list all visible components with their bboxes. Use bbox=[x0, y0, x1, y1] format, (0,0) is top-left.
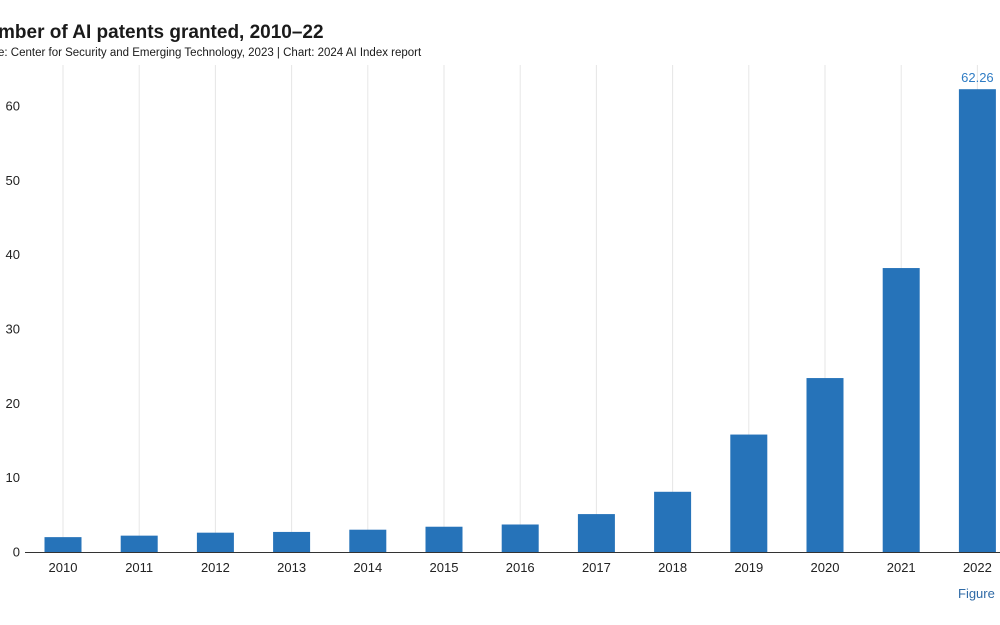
x-tick-label-2011: 2011 bbox=[125, 560, 153, 575]
y-tick-label: 40 bbox=[6, 247, 20, 262]
x-tick-label-2014: 2014 bbox=[353, 560, 382, 575]
x-tick-label-2018: 2018 bbox=[658, 560, 687, 575]
bar-2010 bbox=[44, 537, 82, 552]
bar-2020 bbox=[806, 378, 844, 552]
chart-title: mber of AI patents granted, 2010–22 bbox=[0, 22, 324, 43]
x-tick-label-2022: 2022 bbox=[963, 560, 992, 575]
bar-2018 bbox=[654, 491, 692, 552]
x-tick-label-2021: 2021 bbox=[887, 560, 916, 575]
chart-source: e: Center for Security and Emerging Tech… bbox=[0, 47, 422, 59]
data-label-2022: 62.26 bbox=[961, 70, 994, 85]
x-tick-label-2017: 2017 bbox=[582, 560, 611, 575]
gridlines bbox=[62, 65, 978, 552]
bar-2021 bbox=[882, 268, 920, 552]
bar-2013 bbox=[273, 531, 311, 552]
y-tick-label: 0 bbox=[13, 545, 20, 560]
bars bbox=[44, 89, 996, 552]
bar-2014 bbox=[349, 529, 387, 552]
y-tick-label: 30 bbox=[6, 322, 20, 337]
bar-2019 bbox=[730, 434, 768, 552]
y-tick-label: 20 bbox=[6, 396, 20, 411]
bar-2012 bbox=[196, 532, 234, 552]
bar-2016 bbox=[501, 524, 539, 552]
bar-2011 bbox=[120, 535, 158, 552]
bar-2015 bbox=[425, 526, 463, 552]
x-tick-label-2010: 2010 bbox=[49, 560, 78, 575]
x-tick-label-2020: 2020 bbox=[811, 560, 840, 575]
x-tick-label-2016: 2016 bbox=[506, 560, 535, 575]
y-tick-label: 50 bbox=[6, 173, 20, 188]
y-tick-label: 10 bbox=[6, 470, 20, 485]
x-tick-label-2019: 2019 bbox=[734, 560, 763, 575]
x-tick-label-2012: 2012 bbox=[201, 560, 230, 575]
x-tick-label-2015: 2015 bbox=[430, 560, 459, 575]
x-tick-label-2013: 2013 bbox=[277, 560, 306, 575]
figure-note: Figure bbox=[958, 586, 995, 601]
y-tick-label: 60 bbox=[6, 99, 20, 114]
bar-2022 bbox=[958, 89, 996, 552]
bar-2017 bbox=[577, 514, 615, 552]
labels: 0 10 20 30 40 50 60 2010 2011 2012 2013 2014 2015 201… bbox=[6, 70, 994, 575]
